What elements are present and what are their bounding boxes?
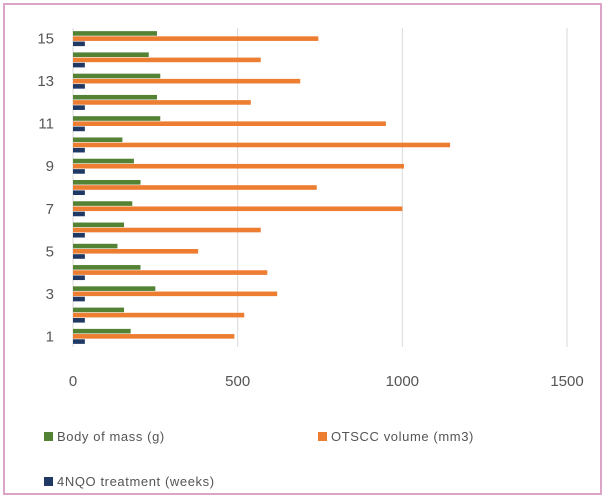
bar-series2-cat2 [73,312,245,318]
bar-series3-cat11 [73,126,85,132]
bar-series3-cat14 [73,62,85,68]
legend-label-4nqo-treatment: 4NQO treatment (weeks) [57,474,215,489]
bar-series1-cat8 [73,180,141,185]
bar-series1-cat1 [73,328,131,334]
bar-series3-cat7 [73,211,85,217]
bar-series2-cat14 [73,57,261,63]
bar-series1-cat12 [73,94,157,100]
bar-series1-cat10 [73,137,123,143]
bar-series1-cat6 [73,222,125,228]
legend-swatch-body-mass [44,432,53,441]
bar-series1-cat7 [73,201,133,206]
bar-series2-cat13 [73,78,301,84]
y-tick-label-13: 13 [37,73,54,90]
bar-series3-cat3 [73,296,85,302]
bar-series3-cat5 [73,254,85,259]
legend-swatch-otscc-volume [318,432,327,441]
bar-series3-cat13 [73,84,85,89]
y-tick-label-15: 15 [37,31,54,48]
bar-series1-cat9 [73,158,134,164]
y-tick-label-1: 1 [46,328,54,345]
bar-series2-cat11 [73,121,386,126]
bar-series1-cat4 [73,265,141,270]
y-tick-label-11: 11 [38,116,54,133]
bar-series3-cat15 [73,41,85,47]
x-tick-label-1500: 1500 [550,373,583,390]
bar-series3-cat12 [73,105,85,110]
bar-series1-cat11 [73,116,161,121]
bar-series3-cat4 [73,275,85,281]
bar-series1-cat5 [73,243,118,249]
bar-series2-cat9 [73,163,404,169]
bar-series2-cat10 [73,142,451,148]
bars [73,31,451,344]
bar-series3-cat9 [73,169,85,174]
bar-series2-cat4 [73,270,268,275]
y-tick-label-5: 5 [46,243,54,260]
bar-series2-cat5 [73,249,199,254]
y-tick-label-7: 7 [46,201,54,218]
y-tick-label-9: 9 [46,158,54,175]
bar-series1-cat14 [73,52,149,57]
legend-item-body-mass: Body of mass (g) [44,429,165,444]
bar-series3-cat1 [73,339,85,344]
bar-series1-cat3 [73,286,156,291]
x-tick-label-0: 0 [69,373,77,390]
bar-series2-cat1 [73,334,235,339]
x-tick-label-500: 500 [225,373,250,390]
bar-series3-cat8 [73,190,85,195]
bar-series3-cat6 [73,232,85,238]
bar-series3-cat10 [73,147,85,153]
legend-swatch-4nqo-treatment [44,477,53,486]
x-axis-tick-labels: 0 500 1000 1500 [69,373,584,390]
bar-series2-cat8 [73,185,317,190]
bar-series2-cat12 [73,100,251,105]
legend-item-4nqo-treatment: 4NQO treatment (weeks) [44,474,215,489]
bar-series2-cat3 [73,291,278,297]
legend-label-body-mass: Body of mass (g) [57,429,165,444]
bar-series2-cat15 [73,36,319,41]
bar-series1-cat13 [73,73,161,79]
bar-series2-cat6 [73,227,261,233]
bar-series1-cat15 [73,31,157,36]
bar-series2-cat7 [73,206,403,212]
legend-label-otscc-volume: OTSCC volume (mm3) [331,429,474,444]
bar-series3-cat2 [73,318,85,323]
x-tick-label-1000: 1000 [386,373,419,390]
legend-item-otscc-volume: OTSCC volume (mm3) [318,429,474,444]
bar-series1-cat2 [73,307,125,313]
y-tick-label-3: 3 [46,286,54,303]
